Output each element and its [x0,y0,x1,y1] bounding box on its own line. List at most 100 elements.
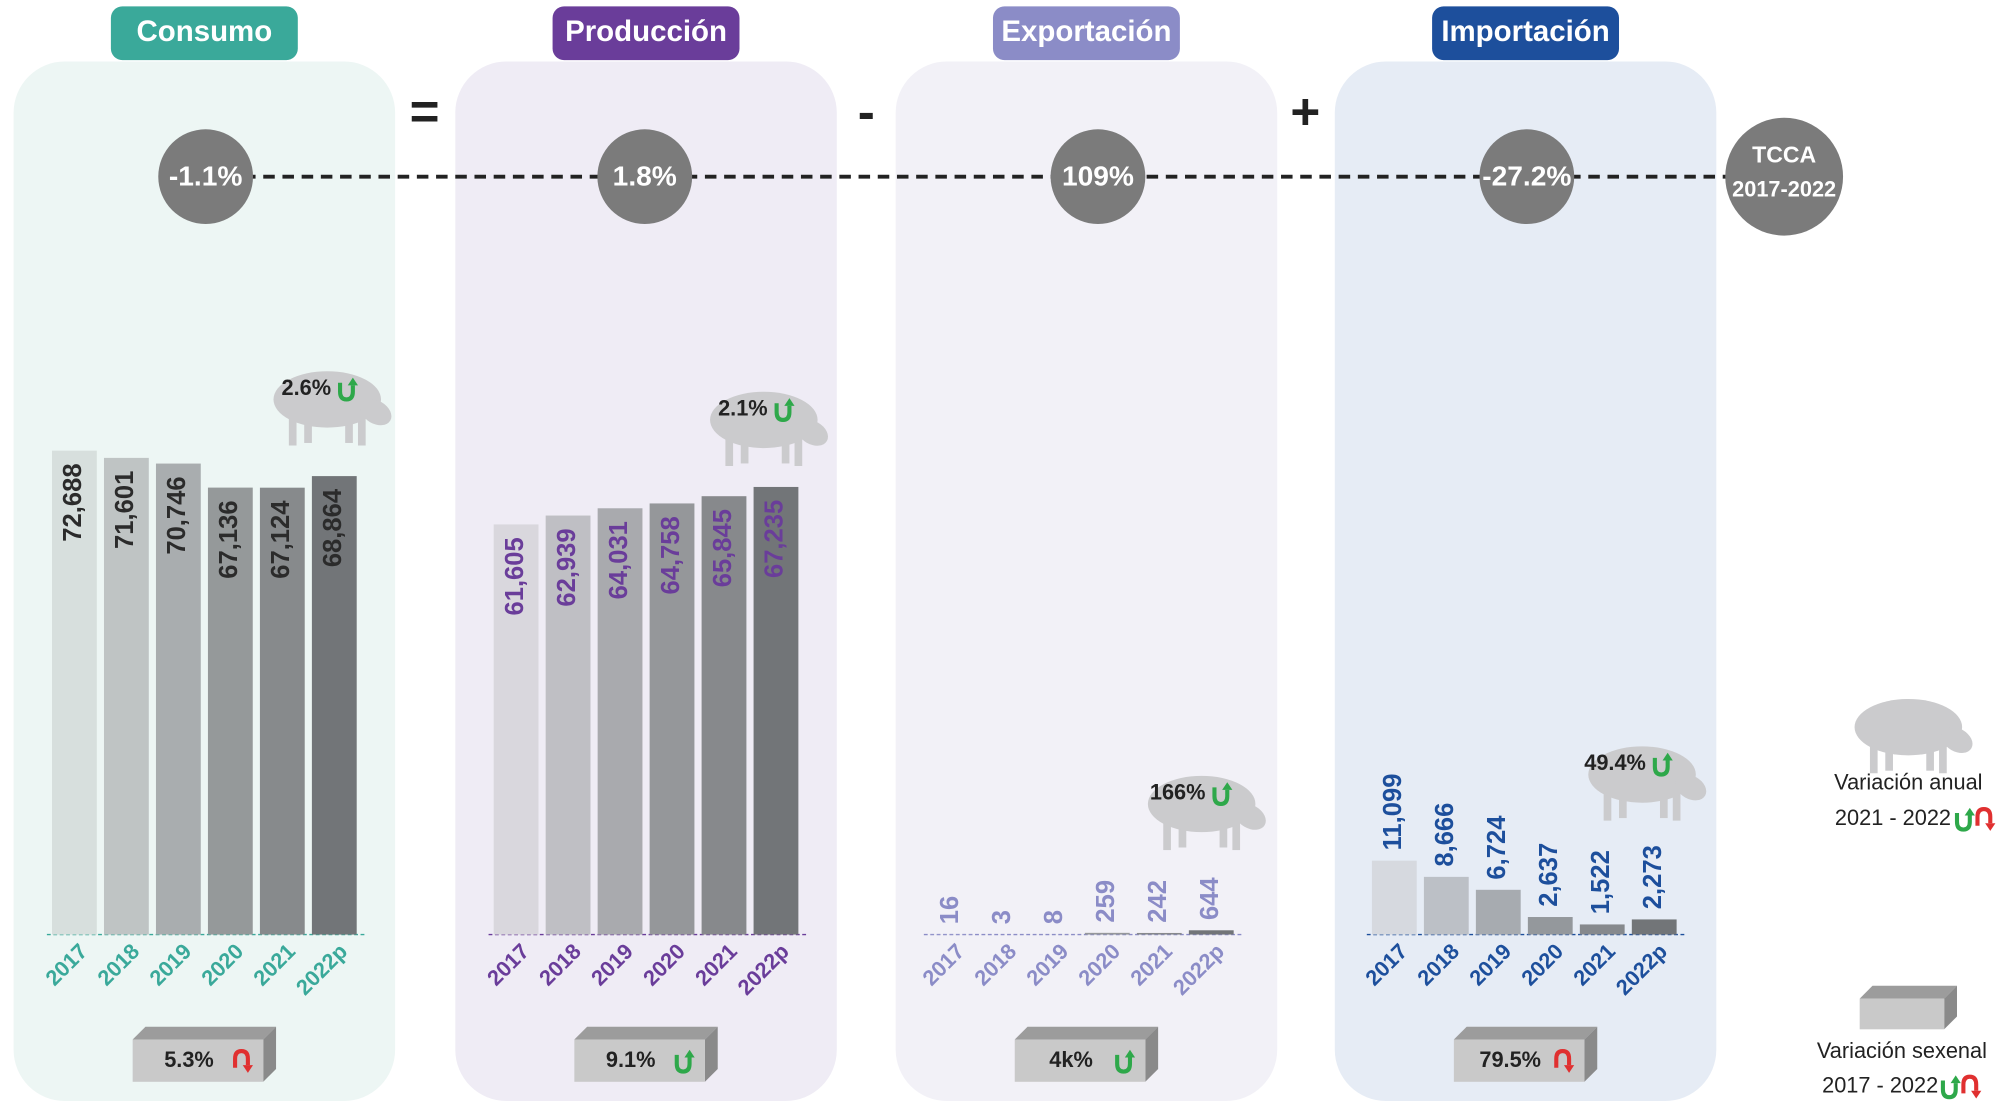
sexennial-variation: 5.3% [164,1047,214,1072]
arrow-up [674,1049,695,1074]
box-top [1859,985,1957,999]
bar [545,515,591,935]
arrow-head [1971,1090,1982,1099]
value-label: 67,235 [761,500,789,578]
legend-sexennial: Variación sexenal [1817,1038,1987,1063]
title-pill [992,6,1180,61]
sexennial-variation: 79.5% [1479,1047,1541,1072]
box-front [1859,998,1945,1030]
tcca-circle [158,129,254,225]
box-front [1014,1039,1146,1082]
legend-sexennial-period: 2017 - 2022 [1822,1073,1938,1098]
operator: = [410,83,440,140]
arrow-stroke [1975,807,1993,826]
tcca-circle [1479,129,1575,225]
tcca-circle [1050,129,1146,225]
arrow-up [774,398,795,422]
box-top [132,1026,277,1040]
bar [1188,930,1234,935]
bar [493,524,539,935]
legend-annual-period: 2021 - 2022 [1835,805,1951,830]
arrow-head [1222,782,1233,790]
value-label: 67,124 [267,500,295,579]
box-top [574,1026,718,1040]
sheep-leg [1619,787,1627,819]
arrow-head [1662,752,1673,761]
bar [597,508,643,935]
box-front [1453,1039,1585,1082]
value-label: 68,864 [319,488,347,567]
bar [1371,860,1417,935]
value-label: 2,273 [1639,845,1667,909]
value-label: 259 [1092,880,1120,923]
value-label: 2,637 [1535,843,1563,907]
tcca-legend-period: 2017-2022 [1732,177,1836,202]
arrow-stroke [1954,812,1972,832]
box-side [1584,1026,1598,1082]
value-label: 242 [1144,880,1172,923]
arrow-head [684,1049,695,1058]
sheep-leg [781,432,790,464]
bar [1527,917,1573,935]
sheep-head [1675,774,1707,801]
sheep-head [360,399,392,426]
bar [311,476,357,935]
tcca-legend-circle [1725,117,1844,236]
box-front [132,1039,264,1082]
bar [1136,932,1182,935]
bar [259,487,305,935]
value-label: 70,746 [163,476,191,554]
chart-title: Producción [565,15,727,48]
sheep-body [1854,699,1963,756]
sheep-head [1941,726,1973,753]
sheep-leg [1163,816,1171,851]
bar [1631,919,1677,935]
arrow-stroke [233,1049,250,1068]
arrow-head [242,1065,254,1073]
bar [155,463,201,935]
sheep-leg [288,412,297,446]
value-label: 8 [1040,910,1068,924]
box-side [704,1026,718,1082]
sheep-leg [725,432,734,467]
chart-title: Importación [1441,15,1609,48]
value-label: 644 [1196,877,1224,920]
arrow-stroke [338,382,355,402]
sheep-leg [1178,816,1187,848]
chart-title: Consumo [136,15,272,48]
bar [1423,876,1469,935]
arrow-head [1950,1075,1961,1084]
value-label: 64,758 [657,516,685,594]
sheep-leg [1672,787,1681,821]
arrow-head [1985,823,1996,831]
arrow-down [1554,1049,1575,1073]
sheep-leg [345,412,353,443]
sheep-head [1234,803,1266,830]
value-label: 71,601 [111,471,139,549]
value-label: 1,522 [1587,850,1615,914]
arrow-up [1954,807,1975,832]
sheep-leg [1219,816,1228,848]
sheep-leg [1926,739,1934,771]
bar [1084,932,1130,935]
tcca-value: 109% [1062,160,1134,191]
annual-variation: 49.4% [1584,750,1646,775]
arrow-stroke [1115,1054,1133,1074]
tcca-value: 1.8% [613,160,677,191]
arrow-stroke [1652,757,1670,777]
arrow-head [347,377,358,386]
bar [103,457,149,935]
arrow-head [1563,1065,1575,1073]
value-label: 11,099 [1379,774,1407,851]
title-pill [110,6,298,61]
box-side [1944,985,1957,1030]
legend-annual: Variación anual [1834,769,1982,794]
sheep-leg [740,432,749,464]
sheep-leg [304,412,312,443]
value-label: 64,031 [605,521,633,599]
bar [753,486,799,935]
arrow-head [1964,807,1975,816]
arrow-down [233,1049,254,1073]
sheep-leg [794,432,803,467]
